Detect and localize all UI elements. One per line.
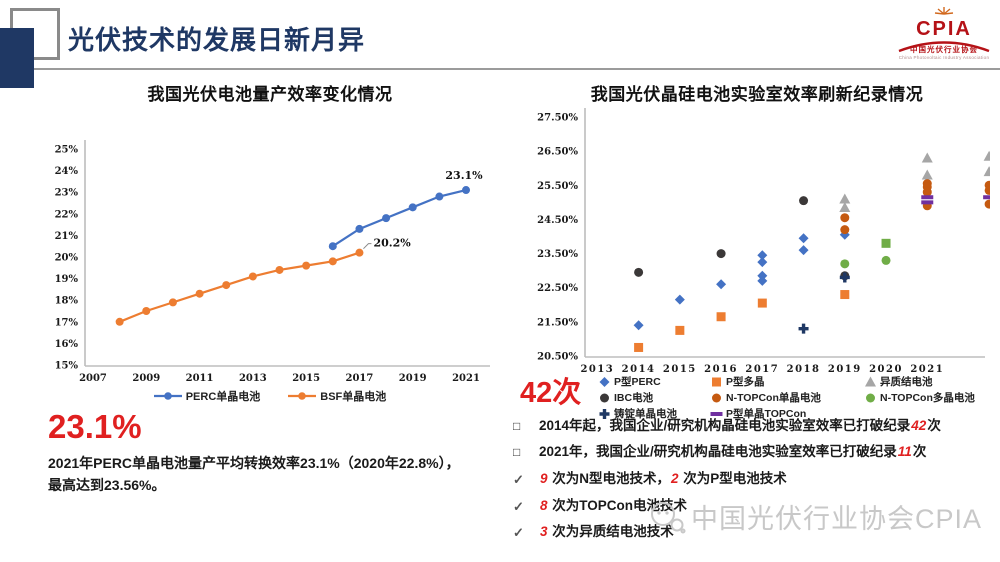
svg-text:27.50%: 27.50% (537, 113, 578, 124)
svg-text:23%: 23% (55, 188, 79, 199)
svg-text:2014: 2014 (622, 364, 656, 375)
legend-item: 铸锭单晶电池 (598, 406, 710, 421)
scatter-chart: 27.50% 26.50% 25.50% 24.50% 23.50% 22.50% 21.5… (537, 108, 990, 375)
svg-text:21.50%: 21.50% (537, 317, 578, 328)
svg-text:23.1%: 23.1% (445, 169, 483, 182)
header-divider (30, 68, 1000, 70)
svg-text:2020: 2020 (869, 364, 903, 375)
right-chart-title: 我国光伏晶硅电池实验室效率刷新纪录情况 (590, 85, 924, 104)
list-item: ✓ 9 次为N型电池技术，2 次为P型电池技术 (513, 470, 787, 487)
scatter-chart-legend: P型PERC P型多晶 异质结电池 IBC电池 N-TOPCon单晶电池 N-TOPCon… (598, 374, 1000, 421)
legend-item: IBC电池 (598, 390, 710, 405)
svg-text:25.50%: 25.50% (537, 181, 578, 192)
svg-text:24.50%: 24.50% (537, 215, 578, 226)
svg-text:2013: 2013 (580, 364, 614, 375)
legend-item: P型PERC (598, 374, 710, 389)
left-description-line1: 2021年PERC单晶电池量产平均转换效率23.1%（2020年22.8%）， (48, 455, 460, 471)
left-description-line2: 最高达到23.56%。 (48, 477, 166, 494)
line-chart-legend: PERC单晶电池 BSF单晶电池 (45, 388, 495, 404)
square-bullet-icon: □ (513, 419, 521, 433)
legend-item: PERC单晶电池 (153, 388, 260, 404)
svg-text:15%: 15% (55, 361, 79, 372)
check-icon: ✓ (513, 471, 524, 487)
svg-text:26.50%: 26.50% (537, 147, 578, 158)
watermark: 中国光伏行业协会CPIA (648, 497, 982, 536)
logo-text: CPIA (916, 18, 972, 40)
svg-text:24%: 24% (55, 166, 79, 177)
legend-item: P型单晶TOPCon (710, 406, 864, 421)
watermark-text: 中国光伏行业协会CPIA (691, 504, 983, 534)
svg-text:2015: 2015 (663, 364, 697, 375)
list-item: □ 2014年起，我国企业/研究机构晶硅电池实验室效率已打破纪录42次 (513, 418, 941, 433)
svg-text:2019: 2019 (399, 373, 427, 384)
svg-text:22.50%: 22.50% (537, 283, 578, 294)
chat-bubbles-icon (651, 501, 686, 533)
big-stat-right: 42次 (520, 377, 582, 409)
svg-text:23.50%: 23.50% (537, 249, 578, 260)
logo-org-cn: 中国光伏行业协会 (910, 45, 978, 54)
svg-text:2017: 2017 (745, 364, 779, 375)
list-item: □ 2021年，我国企业/研究机构晶硅电池实验室效率已打破纪录11次 (513, 444, 927, 460)
square-bullet-icon: □ (513, 445, 521, 460)
svg-text:2013: 2013 (239, 373, 267, 384)
svg-text:2007: 2007 (79, 373, 107, 384)
page-title: 光伏技术的发展日新月异 (68, 25, 366, 55)
svg-text:2017: 2017 (346, 373, 374, 384)
svg-text:17%: 17% (55, 317, 79, 328)
svg-text:20.2%: 20.2% (373, 237, 411, 250)
svg-text:2016: 2016 (704, 364, 738, 375)
svg-text:2009: 2009 (132, 373, 160, 384)
svg-text:2018: 2018 (787, 364, 821, 375)
left-description: 2021年PERC单晶电池量产平均转换效率23.1%（2020年22.8%）， … (48, 452, 513, 497)
svg-text:2011: 2011 (186, 373, 214, 384)
sun-icon (934, 7, 954, 15)
logo-org-en: China Photovoltaic Industry Association (898, 55, 990, 60)
legend-item: N-TOPCon单晶电池 (710, 390, 864, 405)
legend-item: 异质结电池 (864, 374, 1000, 389)
cpia-logo: CPIA 中国光伏行业协会 China Photovoltaic Industr… (893, 2, 995, 60)
svg-text:16%: 16% (55, 339, 79, 350)
line-chart: 25% 24% 23% 22% 21% 20% 19% 18% 17% 16% 15%2007 200… (55, 140, 490, 384)
logo-arc (898, 41, 990, 53)
legend-item: P型多晶 (710, 374, 864, 389)
svg-text:18%: 18% (55, 296, 79, 307)
left-chart-title: 我国光伏电池量产效率变化情况 (147, 85, 393, 104)
svg-text:19%: 19% (55, 274, 79, 285)
svg-text:20.50%: 20.50% (537, 352, 578, 363)
legend-item: N-TOPCon多晶电池 (864, 390, 1000, 405)
list-item: ✓ 3 次为异质结电池技术 (513, 524, 674, 541)
svg-text:25%: 25% (55, 145, 79, 156)
svg-text:22%: 22% (55, 209, 79, 220)
svg-text:2021: 2021 (452, 373, 480, 384)
bullet-list: □ 2014年起，我国企业/研究机构晶硅电池实验室效率已打破纪录42次 □ 2021年… (513, 418, 995, 551)
check-icon: ✓ (513, 525, 524, 541)
svg-text:20%: 20% (55, 253, 79, 264)
check-icon: ✓ (513, 498, 524, 514)
svg-text:2015: 2015 (292, 373, 320, 384)
svg-text:21%: 21% (55, 231, 79, 242)
big-stat-left: 23.1% (48, 408, 142, 445)
legend-item: BSF单晶电池 (288, 388, 386, 404)
decoration-navy-square (0, 28, 34, 88)
svg-text:2021: 2021 (910, 364, 944, 375)
svg-text:2019: 2019 (828, 364, 862, 375)
